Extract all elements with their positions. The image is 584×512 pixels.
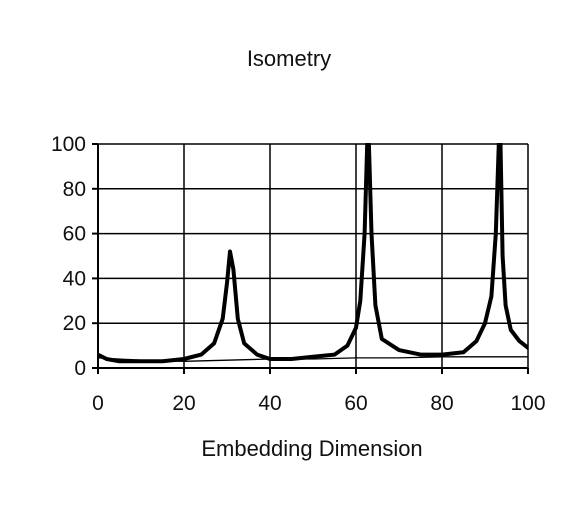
x-axis-label: Embedding Dimension <box>201 436 422 461</box>
tick-labels: 0 20 40 60 80 100 0 20 40 60 80 100 <box>51 133 546 415</box>
y-tick-label-60: 60 <box>63 223 86 246</box>
series-layer <box>98 143 528 364</box>
chart-title: Isometry <box>247 46 331 71</box>
series-line-0 <box>98 143 528 364</box>
y-tick-label-20: 20 <box>63 312 86 335</box>
y-tick-label-100: 100 <box>51 133 86 156</box>
y-tick-label-80: 80 <box>63 178 86 201</box>
x-tick-label-60: 60 <box>344 392 367 415</box>
x-tick-label-80: 80 <box>430 392 453 415</box>
series-line-1 <box>98 356 528 362</box>
x-tick-label-40: 40 <box>258 392 281 415</box>
y-tick-label-40: 40 <box>63 267 86 290</box>
axes <box>92 143 529 374</box>
grid <box>98 143 528 368</box>
x-tick-label-100: 100 <box>510 392 545 415</box>
x-tick-label-20: 20 <box>172 392 195 415</box>
x-tick-label-0: 0 <box>92 392 104 415</box>
y-tick-label-0: 0 <box>74 357 86 380</box>
